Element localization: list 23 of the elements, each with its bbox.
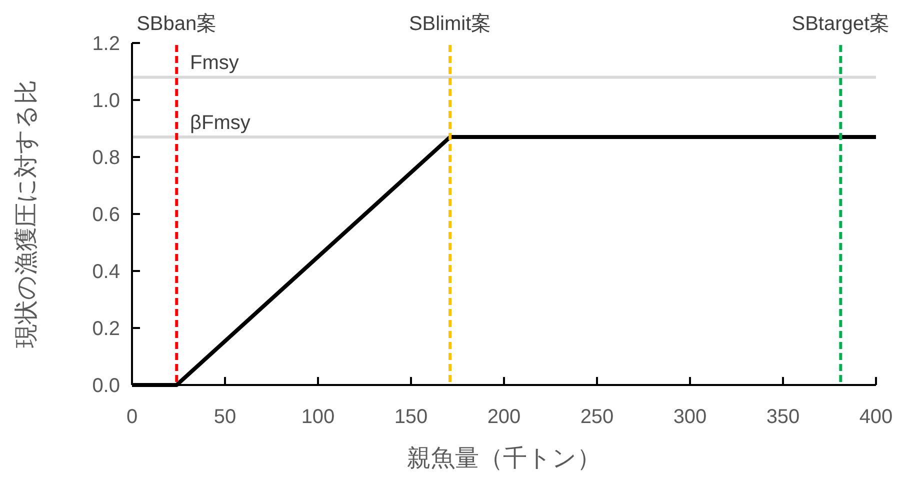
x-tick-label: 50	[214, 406, 236, 428]
y-tick-label: 0.2	[92, 318, 120, 340]
x-tick-label: 0	[126, 406, 138, 428]
x-axis-title: 親魚量（千トン）	[407, 445, 601, 472]
x-tick-label: 150	[394, 406, 428, 428]
ref-line-label: SBlimit案	[408, 12, 492, 35]
y-tick-label: 1.2	[92, 33, 120, 55]
x-tick-label: 200	[487, 406, 521, 428]
ref-line-label: βFmsy	[190, 112, 250, 134]
y-axis-title: 現状の漁獲圧に対する比	[13, 80, 40, 348]
ref-line-label: SBtarget案	[792, 12, 890, 35]
y-tick-label: 0.8	[92, 147, 120, 169]
x-tick-label: 100	[301, 406, 335, 428]
x-tick-label: 300	[673, 406, 707, 428]
ref-line-label: SBban案	[136, 12, 217, 35]
ref-line-label: Fmsy	[190, 52, 239, 74]
y-tick-label: 0.4	[92, 261, 120, 283]
y-tick-label: 0.0	[92, 375, 120, 397]
x-tick-label: 250	[580, 406, 614, 428]
y-tick-label: 1.0	[92, 90, 120, 112]
x-tick-label: 400	[859, 406, 893, 428]
x-tick-label: 350	[766, 406, 800, 428]
y-tick-label: 0.6	[92, 204, 120, 226]
